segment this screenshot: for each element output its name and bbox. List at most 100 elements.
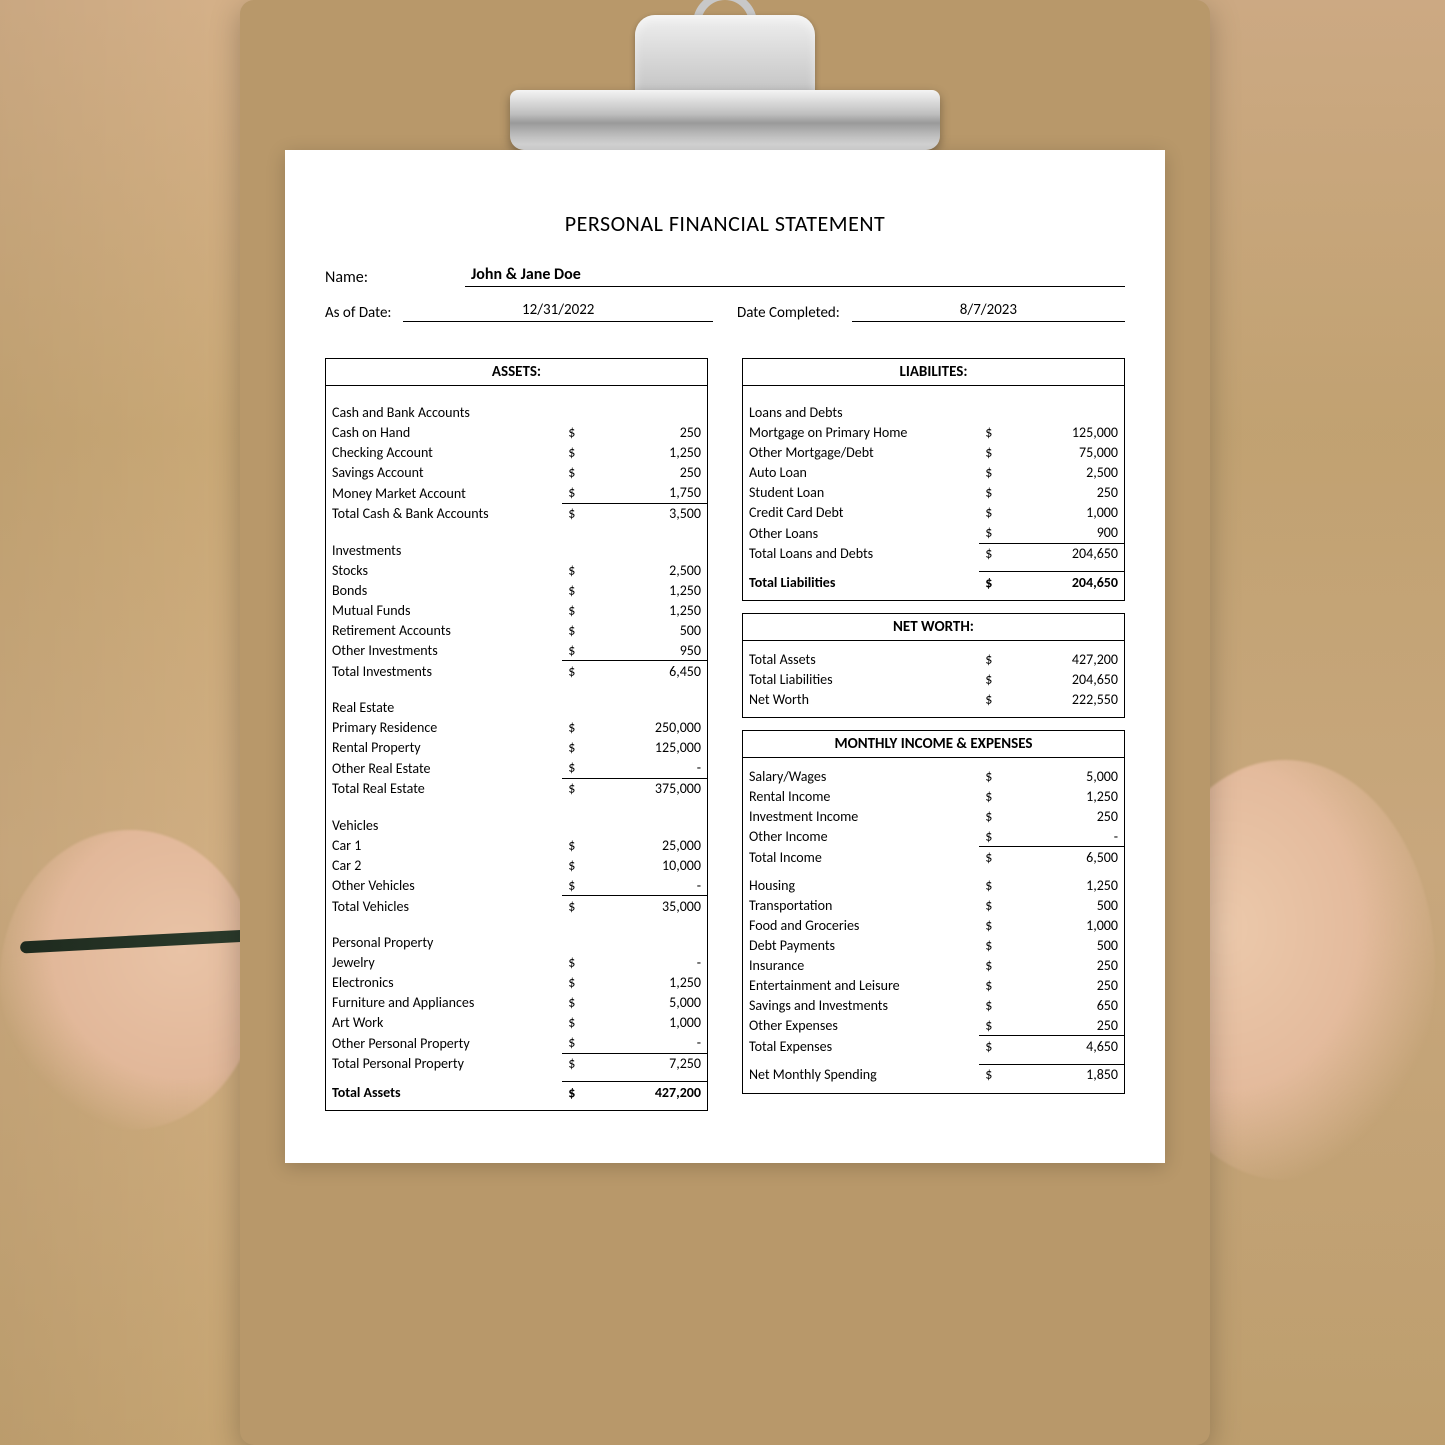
asof-value: 12/31/2022: [403, 301, 713, 322]
row-amount: 3,500: [585, 503, 707, 524]
assets-box: ASSETS: Cash and Bank AccountsCash on Ha…: [325, 358, 708, 1111]
row-label: Rental Property: [326, 738, 562, 758]
row-amount: 500: [1002, 895, 1124, 915]
row-amount: 1,250: [1002, 786, 1124, 806]
currency-symbol: $: [979, 995, 1002, 1015]
currency-symbol: $: [979, 503, 1002, 523]
currency-symbol: $: [562, 423, 585, 443]
clipboard-clip-icon: [510, 0, 940, 160]
row-amount: 25,000: [585, 835, 707, 855]
currency-symbol: $: [979, 649, 1002, 669]
row-label: Total Loans and Debts: [743, 543, 979, 564]
row-amount: 1,250: [585, 600, 707, 620]
row-label: Food and Groceries: [743, 915, 979, 935]
row-amount: 10,000: [585, 855, 707, 875]
currency-symbol: $: [979, 786, 1002, 806]
liabilities-box: LIABILITES: Loans and DebtsMortgage on P…: [742, 358, 1125, 601]
row-label: Furniture and Appliances: [326, 993, 562, 1013]
currency-symbol: $: [979, 1015, 1002, 1036]
row-label: Electronics: [326, 973, 562, 993]
liabilities-title: LIABILITES:: [743, 359, 1124, 386]
currency-symbol: $: [979, 955, 1002, 975]
networth-title: NET WORTH:: [743, 614, 1124, 641]
row-amount: 250: [1002, 806, 1124, 826]
income-expenses-title: MONTHLY INCOME & EXPENSES: [743, 731, 1124, 758]
row-amount: 5,000: [1002, 766, 1124, 786]
row-label: Debt Payments: [743, 935, 979, 955]
currency-symbol: $: [562, 580, 585, 600]
row-label: Total Expenses: [743, 1036, 979, 1057]
currency-symbol: $: [562, 758, 585, 779]
row-amount: 900: [1002, 523, 1124, 544]
row-amount: 650: [1002, 995, 1124, 1015]
row-amount: 204,650: [1002, 543, 1124, 564]
row-amount: 427,200: [1002, 649, 1124, 669]
networth-table: Total Assets$427,200Total Liabilities$20…: [743, 641, 1124, 717]
currency-symbol: $: [562, 443, 585, 463]
currency-symbol: $: [562, 875, 585, 896]
row-label: Other Expenses: [743, 1015, 979, 1036]
section-heading: Cash and Bank Accounts: [326, 394, 707, 423]
row-amount: -: [585, 1033, 707, 1054]
row-amount: 250: [1002, 955, 1124, 975]
row-label: Total Vehicles: [326, 896, 562, 917]
row-amount: 6,500: [1002, 847, 1124, 868]
row-label: Total Real Estate: [326, 778, 562, 799]
row-amount: 250: [585, 423, 707, 443]
currency-symbol: $: [562, 600, 585, 620]
row-label: Total Assets: [743, 649, 979, 669]
row-label: Retirement Accounts: [326, 620, 562, 640]
currency-symbol: $: [562, 896, 585, 917]
currency-symbol: $: [979, 935, 1002, 955]
row-label: Bonds: [326, 580, 562, 600]
currency-symbol: $: [562, 1013, 585, 1033]
currency-symbol: $: [979, 669, 1002, 689]
currency-symbol: $: [562, 953, 585, 973]
row-label: Total Liabilities: [743, 669, 979, 689]
currency-symbol: $: [562, 778, 585, 799]
row-amount: -: [585, 875, 707, 896]
currency-symbol: $: [979, 766, 1002, 786]
row-amount: 35,000: [585, 896, 707, 917]
currency-symbol: $: [979, 423, 1002, 443]
row-amount: 950: [585, 640, 707, 661]
row-amount: 250,000: [585, 718, 707, 738]
currency-symbol: $: [562, 463, 585, 483]
row-amount: 1,000: [585, 1013, 707, 1033]
row-amount: 75,000: [1002, 443, 1124, 463]
document-title: PERSONAL FINANCIAL STATEMENT: [325, 210, 1125, 237]
currency-symbol: $: [979, 523, 1002, 544]
row-amount: 1,250: [585, 973, 707, 993]
row-amount: 1,250: [585, 443, 707, 463]
row-label: Other Investments: [326, 640, 562, 661]
currency-symbol: $: [979, 847, 1002, 868]
currency-symbol: $: [979, 689, 1002, 709]
row-label: Other Vehicles: [326, 875, 562, 896]
currency-symbol: $: [562, 503, 585, 524]
currency-symbol: $: [562, 661, 585, 682]
row-label: Net Monthly Spending: [743, 1064, 979, 1085]
row-label: Primary Residence: [326, 718, 562, 738]
currency-symbol: $: [562, 973, 585, 993]
row-amount: 204,650: [1002, 572, 1124, 593]
section-heading: Personal Property: [326, 924, 707, 953]
currency-symbol: $: [562, 718, 585, 738]
row-label: Investment Income: [743, 806, 979, 826]
row-label: Other Real Estate: [326, 758, 562, 779]
row-label: Other Income: [743, 826, 979, 847]
currency-symbol: $: [562, 1053, 585, 1074]
row-amount: -: [585, 953, 707, 973]
row-amount: 250: [1002, 483, 1124, 503]
row-label: Other Mortgage/Debt: [743, 443, 979, 463]
row-label: Stocks: [326, 560, 562, 580]
dates-row: As of Date: 12/31/2022 Date Completed: 8…: [325, 301, 1125, 322]
assets-table: Cash and Bank AccountsCash on Hand$250Ch…: [326, 386, 707, 1110]
row-label: Entertainment and Leisure: [743, 975, 979, 995]
row-amount: 2,500: [585, 560, 707, 580]
row-amount: 1,000: [1002, 915, 1124, 935]
row-label: Total Liabilities: [743, 572, 979, 593]
currency-symbol: $: [562, 560, 585, 580]
row-label: Rental Income: [743, 786, 979, 806]
row-amount: 427,200: [585, 1082, 707, 1103]
section-heading: Real Estate: [326, 689, 707, 718]
